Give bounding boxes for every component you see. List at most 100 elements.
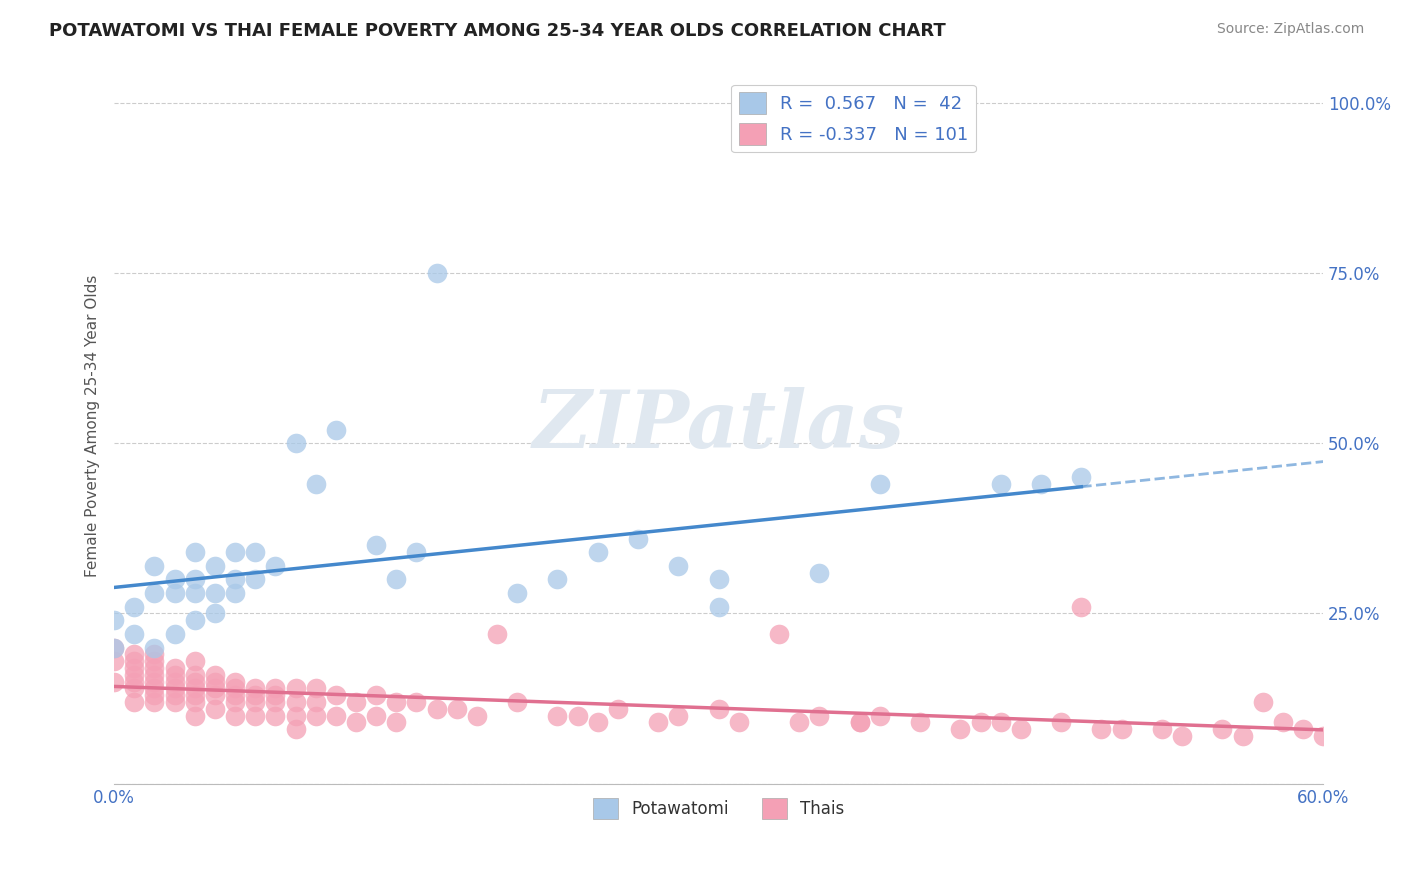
- Point: [143, 674, 166, 689]
- Point: [124, 695, 146, 709]
- Point: [143, 558, 166, 573]
- Point: [1010, 723, 1032, 737]
- Point: [325, 708, 347, 723]
- Point: [546, 573, 568, 587]
- Point: [344, 695, 367, 709]
- Point: [204, 667, 226, 681]
- Y-axis label: Female Poverty Among 25-34 Year Olds: Female Poverty Among 25-34 Year Olds: [86, 275, 100, 577]
- Text: Source: ZipAtlas.com: Source: ZipAtlas.com: [1216, 22, 1364, 37]
- Point: [143, 661, 166, 675]
- Text: ZIPatlas: ZIPatlas: [533, 387, 904, 465]
- Point: [1251, 695, 1274, 709]
- Point: [184, 654, 207, 668]
- Point: [124, 648, 146, 662]
- Point: [204, 558, 226, 573]
- Point: [446, 702, 468, 716]
- Point: [949, 723, 972, 737]
- Point: [627, 532, 650, 546]
- Point: [1232, 729, 1254, 743]
- Point: [1111, 723, 1133, 737]
- Point: [1292, 723, 1315, 737]
- Point: [163, 688, 186, 702]
- Point: [1029, 477, 1052, 491]
- Text: POTAWATOMI VS THAI FEMALE POVERTY AMONG 25-34 YEAR OLDS CORRELATION CHART: POTAWATOMI VS THAI FEMALE POVERTY AMONG …: [49, 22, 946, 40]
- Point: [305, 695, 328, 709]
- Point: [284, 695, 307, 709]
- Point: [245, 695, 267, 709]
- Point: [103, 640, 125, 655]
- Point: [586, 545, 609, 559]
- Point: [284, 708, 307, 723]
- Point: [606, 702, 628, 716]
- Point: [224, 681, 246, 696]
- Point: [224, 573, 246, 587]
- Point: [224, 695, 246, 709]
- Point: [163, 681, 186, 696]
- Point: [163, 674, 186, 689]
- Point: [426, 702, 449, 716]
- Point: [143, 695, 166, 709]
- Point: [224, 688, 246, 702]
- Point: [1050, 715, 1073, 730]
- Point: [305, 708, 328, 723]
- Point: [204, 674, 226, 689]
- Point: [184, 695, 207, 709]
- Point: [264, 681, 287, 696]
- Point: [366, 538, 388, 552]
- Point: [264, 558, 287, 573]
- Point: [1070, 470, 1092, 484]
- Point: [124, 681, 146, 696]
- Point: [184, 688, 207, 702]
- Point: [325, 688, 347, 702]
- Point: [284, 436, 307, 450]
- Point: [224, 545, 246, 559]
- Point: [506, 695, 529, 709]
- Point: [908, 715, 931, 730]
- Point: [143, 688, 166, 702]
- Point: [143, 654, 166, 668]
- Point: [1070, 599, 1092, 614]
- Point: [1171, 729, 1194, 743]
- Point: [305, 681, 328, 696]
- Point: [848, 715, 870, 730]
- Point: [184, 681, 207, 696]
- Point: [727, 715, 749, 730]
- Point: [204, 688, 226, 702]
- Point: [666, 708, 689, 723]
- Point: [103, 654, 125, 668]
- Point: [143, 681, 166, 696]
- Point: [1090, 723, 1112, 737]
- Point: [124, 627, 146, 641]
- Point: [163, 627, 186, 641]
- Point: [245, 688, 267, 702]
- Point: [143, 667, 166, 681]
- Point: [385, 573, 408, 587]
- Point: [848, 715, 870, 730]
- Point: [163, 695, 186, 709]
- Point: [224, 586, 246, 600]
- Point: [366, 688, 388, 702]
- Point: [245, 708, 267, 723]
- Point: [869, 477, 891, 491]
- Point: [184, 586, 207, 600]
- Point: [163, 586, 186, 600]
- Point: [143, 648, 166, 662]
- Point: [184, 708, 207, 723]
- Point: [305, 477, 328, 491]
- Point: [1312, 729, 1334, 743]
- Point: [707, 702, 730, 716]
- Point: [163, 667, 186, 681]
- Point: [245, 545, 267, 559]
- Point: [124, 599, 146, 614]
- Point: [969, 715, 991, 730]
- Point: [264, 688, 287, 702]
- Point: [124, 667, 146, 681]
- Point: [808, 566, 831, 580]
- Point: [264, 695, 287, 709]
- Point: [124, 674, 146, 689]
- Point: [204, 586, 226, 600]
- Point: [184, 545, 207, 559]
- Point: [990, 715, 1012, 730]
- Point: [284, 681, 307, 696]
- Point: [546, 708, 568, 723]
